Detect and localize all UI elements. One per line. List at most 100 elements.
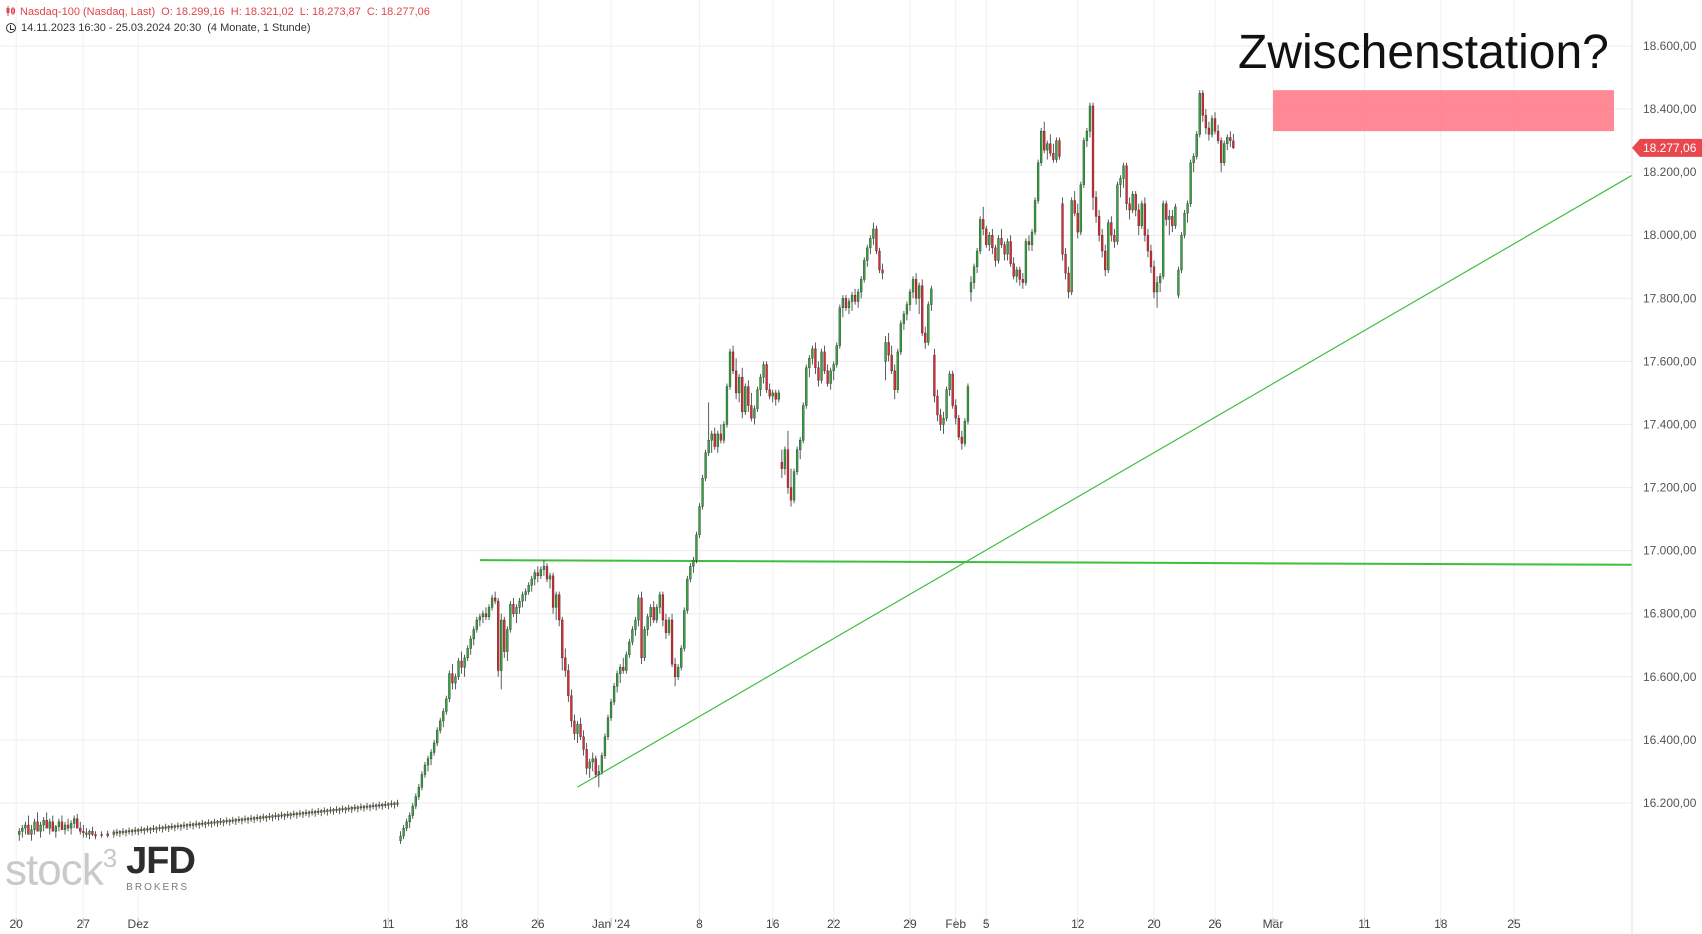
- candle: [524, 588, 527, 602]
- candle-body: [606, 717, 610, 737]
- candle: [832, 361, 835, 381]
- candle-body: [27, 824, 30, 835]
- candle: [402, 825, 405, 840]
- candle-body: [896, 351, 899, 390]
- candle-body: [673, 663, 677, 677]
- candle: [411, 802, 414, 819]
- candle: [1088, 102, 1092, 138]
- candle: [609, 698, 613, 721]
- candle: [286, 811, 289, 819]
- candle: [274, 812, 277, 820]
- candle: [799, 437, 802, 460]
- candle-body: [734, 370, 738, 394]
- candle-body: [1168, 216, 1171, 220]
- candle-body: [18, 831, 21, 835]
- candle-body: [731, 351, 735, 372]
- candle: [722, 421, 726, 444]
- candle-body: [60, 821, 64, 830]
- candle-body: [387, 803, 390, 806]
- candle-body: [1122, 165, 1125, 179]
- candle: [704, 449, 707, 482]
- candle-body: [795, 449, 799, 472]
- candle: [472, 626, 475, 646]
- candle-body: [426, 758, 430, 766]
- candle: [204, 821, 207, 829]
- candle: [1128, 197, 1131, 220]
- candle-body: [707, 440, 710, 454]
- candle-body: [1015, 269, 1018, 277]
- candle-body: [561, 619, 564, 659]
- ohlc-header: Nasdaq-100 (Nasdaq, Last) O: 18.299,16 H: …: [6, 5, 436, 18]
- clock-icon: [6, 23, 16, 33]
- candle: [1104, 244, 1107, 277]
- candle: [91, 826, 94, 837]
- candle: [673, 657, 677, 687]
- candle: [375, 803, 378, 811]
- candle-body: [48, 821, 51, 829]
- candle-body: [1213, 118, 1217, 132]
- candle: [725, 383, 729, 428]
- x-tick-label: 20: [10, 917, 24, 931]
- candle-body: [195, 823, 198, 826]
- candle-body: [957, 417, 960, 438]
- y-tick-label: 16.600,00: [1643, 670, 1697, 684]
- x-tick-label: 22: [827, 917, 841, 931]
- candle-body: [1101, 235, 1104, 252]
- candle: [137, 828, 140, 836]
- candle: [1174, 203, 1177, 229]
- candle-body: [396, 802, 399, 805]
- candle: [860, 276, 863, 299]
- candle-body: [933, 354, 936, 397]
- candle: [310, 808, 314, 816]
- candle: [774, 389, 777, 406]
- candle-body: [143, 828, 146, 831]
- candle: [353, 804, 356, 812]
- y-tick-label: 17.800,00: [1643, 291, 1697, 305]
- candle: [783, 446, 787, 475]
- candle-body: [259, 816, 262, 819]
- candle: [619, 664, 622, 684]
- candle: [1192, 153, 1195, 173]
- candle: [396, 799, 399, 807]
- candle-body: [252, 817, 256, 820]
- open-value: O: 18.299,16: [161, 6, 225, 18]
- candle: [762, 361, 765, 384]
- candle-body: [1119, 178, 1122, 185]
- candle-body: [954, 405, 957, 419]
- candle: [317, 807, 320, 815]
- candle-body: [542, 566, 546, 570]
- candle: [338, 807, 341, 815]
- candle: [634, 616, 637, 636]
- candle: [271, 814, 274, 822]
- candle: [680, 645, 683, 671]
- candle: [753, 405, 756, 425]
- candle: [924, 326, 927, 349]
- candle-body: [576, 723, 579, 734]
- x-tick-label: 11: [382, 917, 395, 931]
- candle: [936, 389, 939, 422]
- candle: [957, 415, 960, 441]
- candle: [1101, 228, 1104, 258]
- candle-body: [921, 285, 924, 334]
- candle-body: [905, 304, 909, 315]
- candle-body: [384, 803, 387, 806]
- candle: [179, 823, 183, 831]
- candle-body: [1070, 200, 1073, 293]
- candle-body: [573, 720, 576, 734]
- candle-body: [130, 829, 134, 833]
- candle: [140, 826, 143, 834]
- candle: [371, 802, 375, 810]
- candle-body: [188, 824, 192, 826]
- candle: [48, 818, 51, 835]
- candle: [548, 572, 552, 589]
- candle: [112, 829, 115, 838]
- candle: [176, 822, 180, 830]
- candle: [1082, 137, 1086, 188]
- candle-body: [341, 808, 344, 811]
- candle: [365, 802, 369, 810]
- candle: [591, 752, 594, 772]
- candle: [649, 604, 652, 627]
- candle: [686, 575, 689, 614]
- candle-body: [680, 648, 683, 668]
